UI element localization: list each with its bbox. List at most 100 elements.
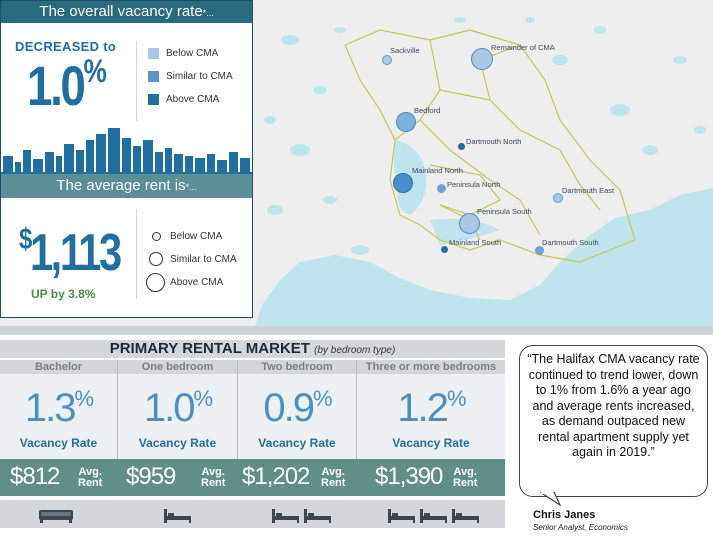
col-header-two: Two bedroom <box>238 360 356 374</box>
vacancy-bachelor-unit: % <box>74 386 95 411</box>
legend-similar-label: Similar to CMA <box>166 71 233 82</box>
divider-top <box>136 41 137 121</box>
vacancy-number: 1.0 <box>27 54 86 117</box>
rent-header: The average rent is*... <box>1 174 252 198</box>
rent-one-value: $959 <box>126 463 176 490</box>
vacancy-three-value: 1.2 <box>397 386 449 430</box>
col-header-bachelor: Bachelor <box>0 360 117 374</box>
label-bedford: Bedford <box>414 106 441 115</box>
vacancy-one-value: 1.0 <box>143 386 196 430</box>
col-separator <box>237 360 238 460</box>
avg-label: Avg. <box>453 466 477 478</box>
rent-three-value: $1,390 <box>375 463 443 490</box>
vacancy-bachelor: 1.3% <box>0 386 117 431</box>
rent-legend-similar-label: Similar to CMA <box>170 254 237 265</box>
vacancy-label-bachelor: Vacancy Rate <box>19 436 98 450</box>
avg-label: Avg. <box>201 466 225 478</box>
dot-mainland-south <box>441 246 448 253</box>
rent-two: $1,202 Avg. Rent <box>238 459 356 496</box>
rent-value: $1,113 <box>19 223 122 283</box>
avg-label: Avg. <box>78 466 102 478</box>
legend-similar: Similar to CMA <box>148 65 233 88</box>
rent-label: Rent <box>453 477 478 489</box>
legend-below: Below CMA <box>148 42 233 65</box>
label-mainland-south: Mainland South <box>449 238 502 247</box>
vacancy-label-one: Vacancy Rate <box>138 436 217 450</box>
quote-author: Chris Janes <box>533 509 596 521</box>
rent-bachelor: $812 Avg. Rent <box>0 459 117 496</box>
vacancy-two: 0.9% <box>238 386 356 431</box>
summary-panel: The overall vacancy rate*... DECREASED t… <box>0 0 253 318</box>
vacancy-header-suffix: *... <box>202 8 214 18</box>
rent-three: $1,390 Avg. Rent <box>357 459 505 496</box>
two-beds-icon <box>272 509 331 523</box>
legend-square-similar <box>148 70 159 82</box>
divider-bottom <box>136 209 137 299</box>
col-three: 1.2% Vacancy Rate <box>357 374 505 459</box>
rent-label: Rent <box>201 477 226 489</box>
vacancy-two-value: 0.9 <box>263 386 315 430</box>
rent-one-label: Avg. Rent <box>201 467 225 489</box>
rent-label: Rent <box>321 477 346 489</box>
col-header-one: One bedroom <box>118 360 237 374</box>
vacancy-legend: Below CMA Similar to CMA Above CMA <box>148 42 233 111</box>
rent-header-suffix: *... <box>185 182 197 192</box>
label-mainland-north: Mainland North <box>412 166 463 175</box>
legend-square-below <box>148 47 159 59</box>
legend-above: Above CMA <box>148 88 233 111</box>
map-footer-bar <box>0 326 713 335</box>
dot-mainland-north <box>393 173 413 193</box>
legend-square-above <box>148 93 159 105</box>
circle-large-icon <box>146 272 165 292</box>
vacancy-label-three: Vacancy Rate <box>392 436 470 450</box>
rent-band <box>0 459 505 496</box>
label-peninsula-south: Peninsula South <box>477 207 532 216</box>
rent-two-label: Avg. Rent <box>321 467 345 489</box>
vacancy-three-unit: % <box>447 386 467 411</box>
label-dartmouth-east: Dartmouth East <box>562 186 615 195</box>
rent-dollar-sign: $ <box>19 223 32 256</box>
label-sackville: Sackville <box>390 46 420 55</box>
prm-title: PRIMARY RENTAL MARKET (by bedroom type) <box>0 340 505 358</box>
vacancy-one-unit: % <box>193 386 214 411</box>
primary-rental-market: PRIMARY RENTAL MARKET (by bedroom type) … <box>0 340 505 530</box>
dot-dartmouth-east <box>553 193 563 203</box>
vacancy-unit: % <box>83 53 106 89</box>
three-beds-icon <box>388 509 479 523</box>
rent-one: $959 Avg. Rent <box>118 459 237 496</box>
city-skyline-icon <box>1 128 252 174</box>
legend-below-label: Below CMA <box>166 48 219 59</box>
rent-three-label: Avg. Rent <box>453 467 477 489</box>
vacancy-label-two: Vacancy Rate <box>258 436 336 450</box>
vacancy-two-unit: % <box>313 386 333 411</box>
dot-peninsula-north <box>437 184 446 193</box>
circle-medium-icon <box>149 252 163 267</box>
dot-dartmouth-north <box>458 143 465 150</box>
rent-legend-above-label: Above CMA <box>170 277 224 288</box>
vacancy-value: 1.0% <box>27 53 107 118</box>
vacancy-one: 1.0% <box>118 386 237 431</box>
rent-two-value: $1,202 <box>242 463 310 490</box>
col-separator <box>356 360 357 460</box>
dot-bedford <box>396 112 416 132</box>
vacancy-three: 1.2% <box>357 386 505 431</box>
circle-small-icon <box>152 231 161 241</box>
vacancy-header-text: The overall vacancy rate <box>39 3 203 20</box>
dot-peninsula-south <box>459 213 480 234</box>
rent-legend: Below CMA Similar to CMA Above CMA <box>146 225 237 294</box>
col-separator <box>117 360 118 460</box>
vacancy-direction: DECREASED to <box>15 39 117 54</box>
col-one: 1.0% Vacancy Rate <box>118 374 237 459</box>
vacancy-header: The overall vacancy rate*... <box>1 1 252 23</box>
bed-icon <box>164 509 191 523</box>
label-dartmouth-north: Dartmouth North <box>466 137 522 146</box>
speech-tail-icon <box>540 492 562 506</box>
prm-title-note: (by bedroom type) <box>314 345 396 356</box>
col-two: 0.9% Vacancy Rate <box>238 374 356 459</box>
sofa-bed-icon <box>39 510 73 523</box>
avg-label: Avg. <box>321 466 345 478</box>
rent-header-text: The average rent is <box>56 177 186 194</box>
dot-remainder <box>471 48 493 70</box>
col-header-three: Three or more bedrooms <box>357 360 505 374</box>
rent-legend-below: Below CMA <box>148 225 237 248</box>
